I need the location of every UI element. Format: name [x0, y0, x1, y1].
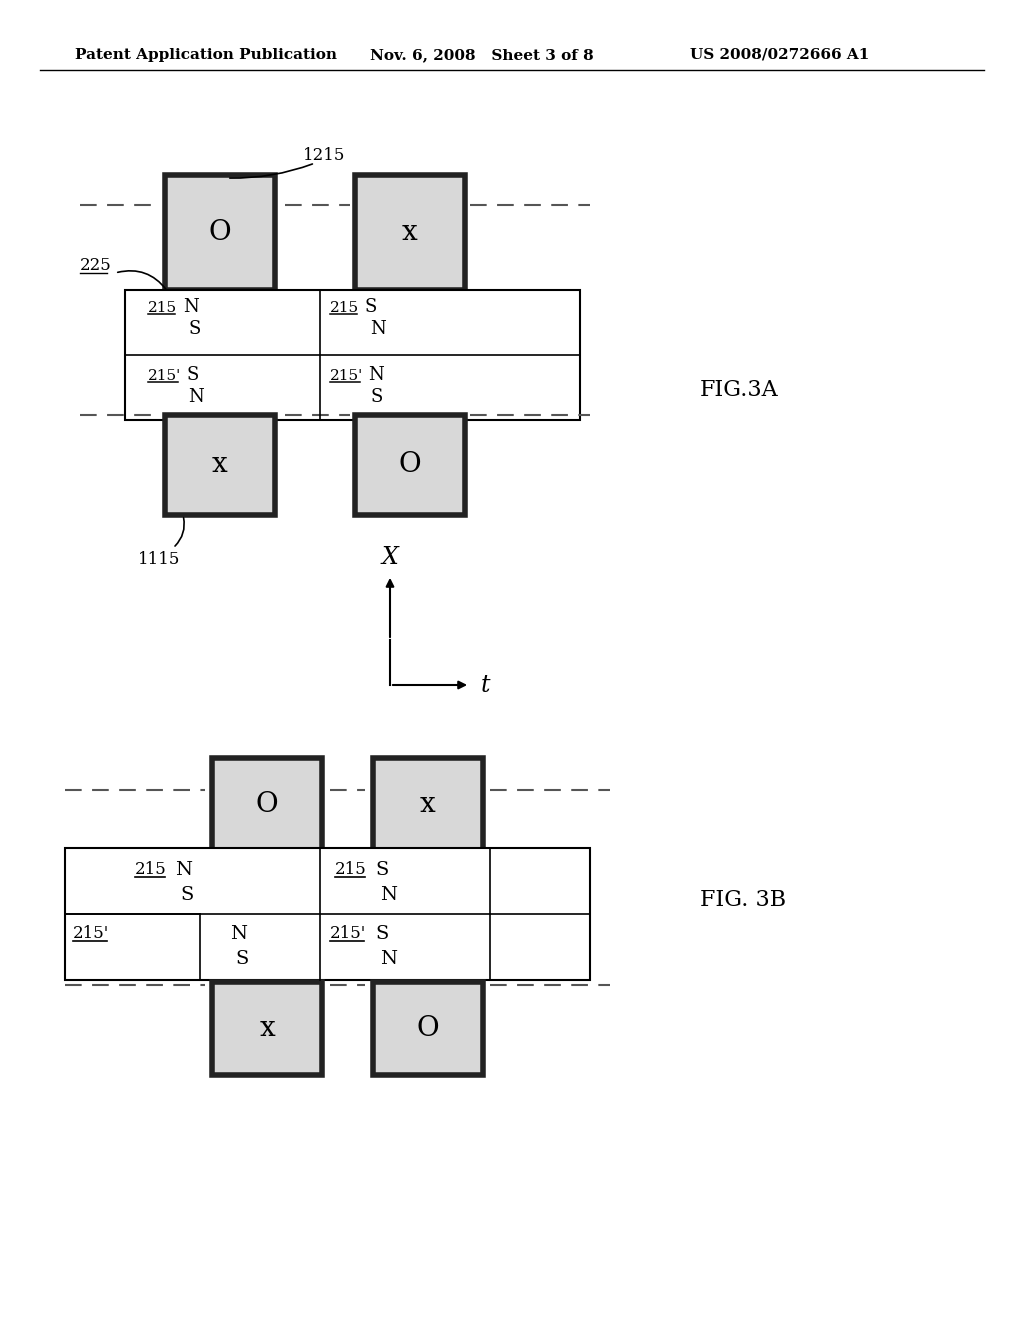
Text: 1115: 1115 — [138, 552, 180, 569]
Text: O: O — [398, 451, 421, 479]
Bar — [165, 414, 275, 515]
Text: S: S — [186, 367, 199, 384]
Text: 215: 215 — [330, 301, 359, 314]
Text: FIG. 3B: FIG. 3B — [700, 888, 786, 911]
Text: N: N — [380, 886, 397, 904]
Text: N: N — [188, 388, 204, 407]
Text: Patent Application Publication: Patent Application Publication — [75, 48, 337, 62]
Bar — [165, 176, 275, 290]
Text: FIG.3A: FIG.3A — [700, 379, 778, 401]
Bar — [125, 290, 580, 420]
Text: N: N — [368, 367, 384, 384]
Text: O: O — [209, 219, 231, 246]
Text: N: N — [183, 298, 199, 317]
Text: X: X — [382, 546, 398, 569]
Bar — [212, 758, 322, 850]
Text: 1215: 1215 — [303, 147, 345, 164]
Text: S: S — [188, 321, 201, 338]
Text: x: x — [212, 451, 228, 479]
Text: 225: 225 — [80, 256, 112, 273]
Text: S: S — [234, 950, 248, 968]
Text: US 2008/0272666 A1: US 2008/0272666 A1 — [690, 48, 869, 62]
Text: N: N — [370, 321, 386, 338]
Text: x: x — [259, 1015, 274, 1041]
Text: N: N — [380, 950, 397, 968]
Text: x: x — [420, 791, 436, 817]
Text: t: t — [480, 673, 489, 697]
Text: 215: 215 — [148, 301, 177, 314]
Text: N: N — [230, 925, 247, 942]
Text: S: S — [375, 925, 388, 942]
Text: S: S — [180, 886, 194, 904]
Bar — [373, 982, 483, 1074]
Text: 215: 215 — [335, 862, 367, 879]
Text: 215: 215 — [135, 862, 167, 879]
Bar — [355, 414, 465, 515]
Bar — [373, 758, 483, 850]
Text: S: S — [365, 298, 378, 317]
Bar — [212, 982, 322, 1074]
Text: N: N — [175, 861, 193, 879]
Text: 215': 215' — [330, 925, 367, 942]
Text: O: O — [256, 791, 279, 817]
Text: 215': 215' — [148, 368, 181, 383]
Text: Nov. 6, 2008   Sheet 3 of 8: Nov. 6, 2008 Sheet 3 of 8 — [370, 48, 594, 62]
Bar — [355, 176, 465, 290]
Text: x: x — [402, 219, 418, 246]
Text: S: S — [375, 861, 388, 879]
Text: 215': 215' — [330, 368, 364, 383]
Text: O: O — [417, 1015, 439, 1041]
Text: S: S — [370, 388, 382, 407]
Bar — [65, 847, 590, 979]
Text: 215': 215' — [73, 925, 110, 942]
